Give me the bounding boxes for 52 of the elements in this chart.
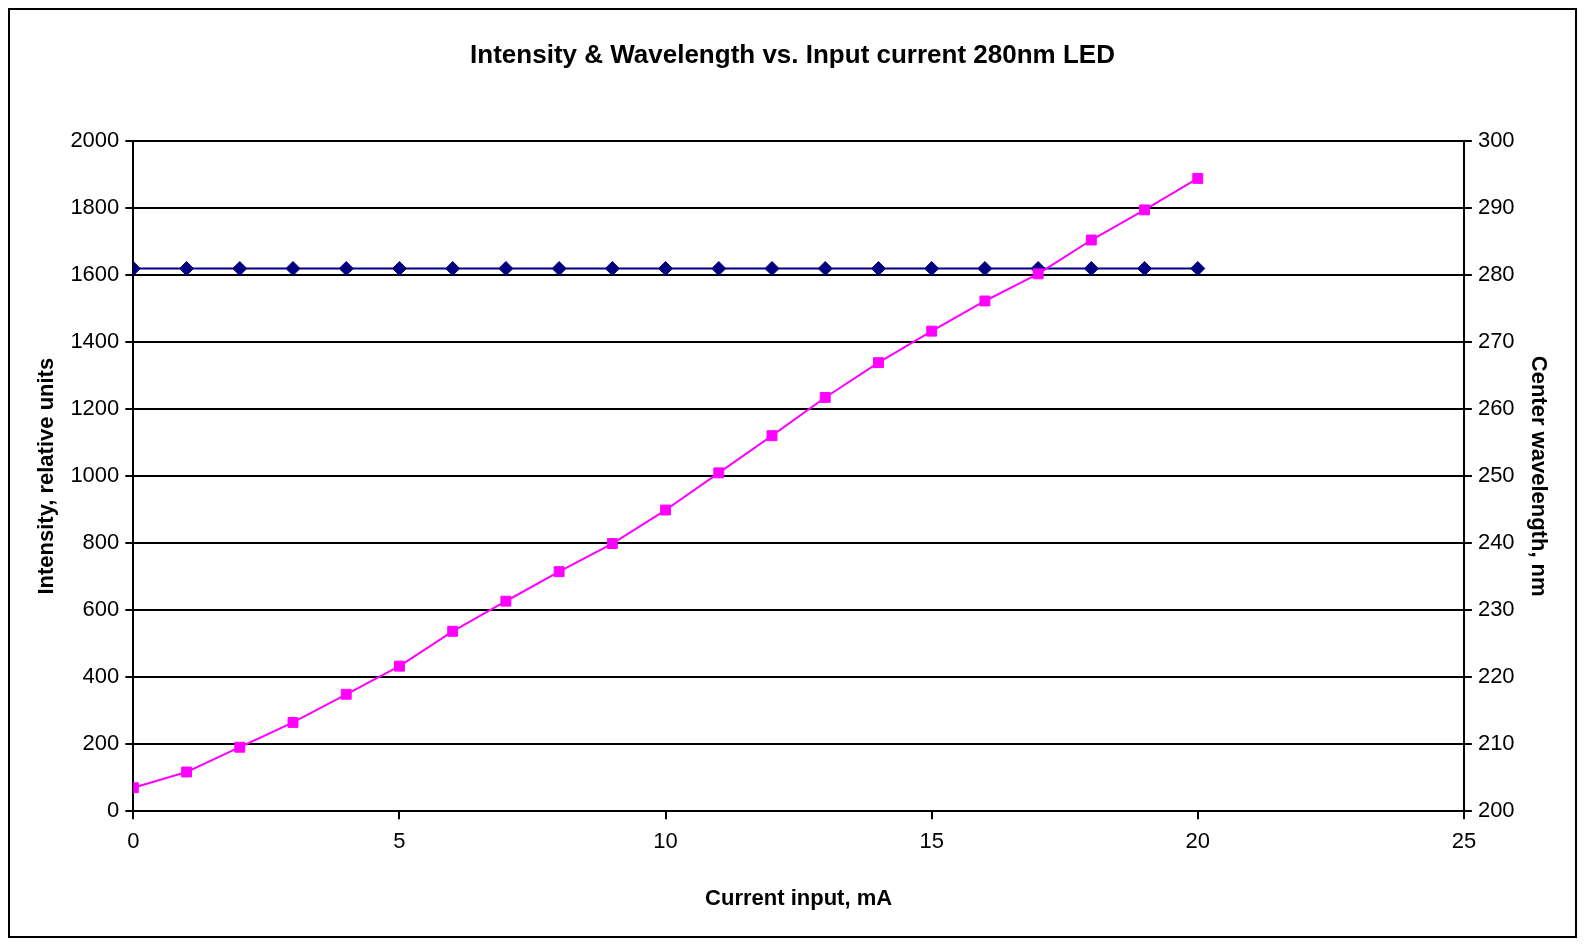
point: [979, 295, 991, 307]
y-tick-label: 2000: [70, 127, 120, 153]
point: [1085, 234, 1097, 246]
y-tick-label: 600: [82, 596, 120, 622]
point: [1032, 268, 1044, 280]
point: [606, 538, 618, 549]
y2-axis-title: Center wavelength, nm: [1526, 355, 1552, 597]
point: [713, 467, 725, 479]
point: [234, 741, 246, 753]
y2-tick-label: 220: [1477, 663, 1515, 689]
point: [500, 595, 512, 607]
point: [1192, 172, 1204, 184]
y2-tick-label: 210: [1477, 730, 1515, 756]
x-tick-label: 0: [127, 828, 140, 854]
y-tick-label: 1400: [70, 328, 120, 354]
point: [766, 430, 778, 442]
point: [1139, 204, 1151, 216]
point: [660, 504, 672, 516]
x-tick-label: 25: [1451, 828, 1477, 854]
y2-tick-label: 250: [1477, 462, 1515, 488]
y2-tick-label: 270: [1477, 328, 1515, 354]
chart-title: Intensity & Wavelength vs. Input current 280nm LED: [470, 38, 1115, 69]
point: [873, 357, 884, 369]
point: [819, 392, 831, 403]
point: [394, 660, 405, 672]
y-tick-label: 1600: [70, 261, 120, 287]
x-tick-label: 10: [653, 828, 678, 854]
y2-tick-label: 230: [1477, 596, 1515, 622]
y2-tick-label: 300: [1477, 127, 1515, 153]
y-axis-title: Intensity, relative units: [33, 357, 59, 595]
y2-tick-label: 280: [1477, 261, 1515, 287]
point: [181, 766, 193, 778]
y-tick-label: 200: [82, 730, 120, 756]
y-tick-label: 1800: [70, 194, 120, 220]
y2-tick-label: 260: [1477, 395, 1515, 421]
point: [926, 325, 938, 337]
point: [447, 625, 459, 637]
y2-tick-label: 240: [1477, 529, 1515, 555]
y-tick-label: 1000: [70, 462, 120, 488]
y2-tick-label: 200: [1477, 797, 1515, 823]
y-tick-label: 1200: [70, 395, 120, 421]
y-tick-label: 0: [107, 797, 120, 823]
y-tick-label: 400: [82, 663, 120, 689]
x-tick-label: 15: [919, 828, 944, 854]
point: [287, 716, 299, 728]
point: [340, 688, 352, 700]
y-tick-label: 800: [82, 529, 120, 555]
point: [553, 566, 565, 578]
x-axis-title: Current input, mA: [705, 884, 893, 910]
x-tick-label: 20: [1185, 828, 1211, 854]
x-tick-label: 5: [393, 828, 406, 854]
y2-tick-label: 290: [1477, 194, 1515, 220]
